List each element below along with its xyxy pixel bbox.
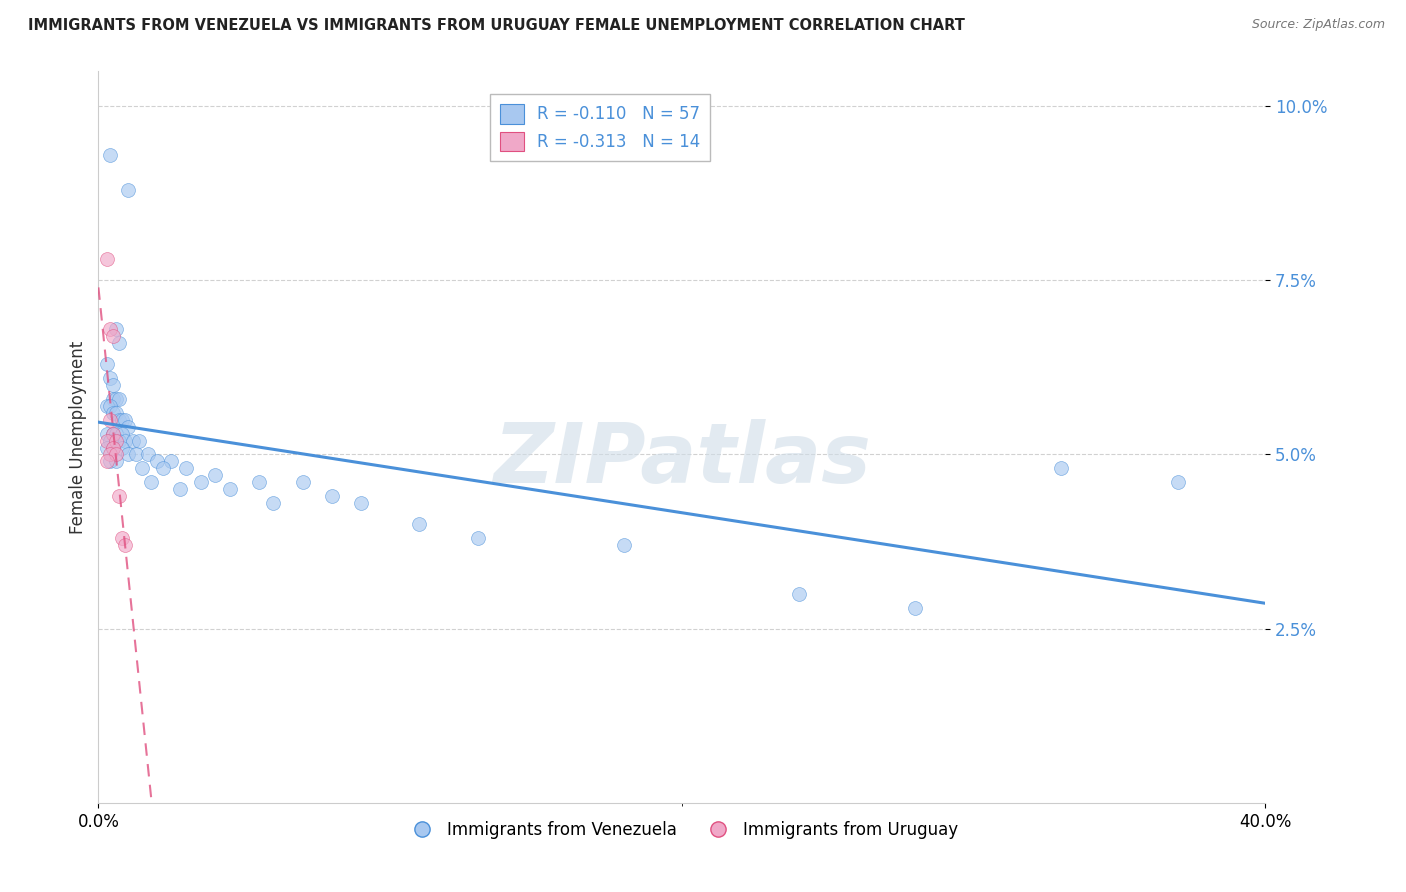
Point xyxy=(108,336,131,351)
Point xyxy=(96,454,118,468)
Point xyxy=(321,489,343,503)
Point xyxy=(96,434,118,448)
Point xyxy=(101,329,124,343)
Point xyxy=(101,377,124,392)
Point xyxy=(291,475,314,490)
Point xyxy=(101,441,124,455)
Point xyxy=(169,483,191,497)
Point xyxy=(136,448,159,462)
Point xyxy=(108,392,131,406)
Point xyxy=(204,468,226,483)
Point xyxy=(111,531,134,545)
Point xyxy=(104,426,127,441)
Point xyxy=(174,461,197,475)
Point xyxy=(408,517,430,532)
Point xyxy=(96,441,118,455)
Point xyxy=(117,183,139,197)
Point xyxy=(262,496,284,510)
Point xyxy=(612,538,634,552)
Point xyxy=(104,406,127,420)
Point xyxy=(96,399,118,413)
Point xyxy=(125,448,148,462)
Point xyxy=(96,357,118,371)
Point xyxy=(98,448,121,462)
Point xyxy=(114,538,136,552)
Point xyxy=(98,399,121,413)
Y-axis label: Female Unemployment: Female Unemployment xyxy=(69,341,87,533)
Point xyxy=(101,426,124,441)
Point xyxy=(190,475,212,490)
Point xyxy=(98,322,121,336)
Point xyxy=(111,426,134,441)
Point xyxy=(1050,461,1073,475)
Point xyxy=(98,371,121,385)
Point xyxy=(104,434,127,448)
Text: Source: ZipAtlas.com: Source: ZipAtlas.com xyxy=(1251,18,1385,31)
Point xyxy=(104,454,127,468)
Point xyxy=(114,412,136,426)
Point xyxy=(96,426,118,441)
Point xyxy=(108,412,131,426)
Text: IMMIGRANTS FROM VENEZUELA VS IMMIGRANTS FROM URUGUAY FEMALE UNEMPLOYMENT CORRELA: IMMIGRANTS FROM VENEZUELA VS IMMIGRANTS … xyxy=(28,18,965,33)
Point xyxy=(152,461,174,475)
Point xyxy=(111,441,134,455)
Point xyxy=(117,419,139,434)
Point xyxy=(218,483,240,497)
Point xyxy=(117,448,139,462)
Point xyxy=(146,454,169,468)
Point xyxy=(108,434,131,448)
Point xyxy=(101,392,124,406)
Point xyxy=(101,441,124,455)
Point xyxy=(139,475,162,490)
Point xyxy=(98,434,121,448)
Legend: Immigrants from Venezuela, Immigrants from Uruguay: Immigrants from Venezuela, Immigrants fr… xyxy=(398,814,966,846)
Point xyxy=(98,412,121,426)
Point xyxy=(904,600,927,615)
Point xyxy=(108,489,131,503)
Point xyxy=(1167,475,1189,490)
Point xyxy=(114,434,136,448)
Point xyxy=(104,322,127,336)
Text: ZIPatlas: ZIPatlas xyxy=(494,418,870,500)
Point xyxy=(247,475,270,490)
Point xyxy=(104,392,127,406)
Point xyxy=(122,434,145,448)
Point xyxy=(787,587,810,601)
Point xyxy=(467,531,489,545)
Point xyxy=(104,448,127,462)
Point xyxy=(98,148,121,162)
Point xyxy=(101,426,124,441)
Point xyxy=(160,454,183,468)
Point xyxy=(101,406,124,420)
Point xyxy=(98,454,121,468)
Point xyxy=(350,496,373,510)
Point xyxy=(111,412,134,426)
Point xyxy=(96,252,118,267)
Point xyxy=(128,434,150,448)
Point xyxy=(131,461,153,475)
